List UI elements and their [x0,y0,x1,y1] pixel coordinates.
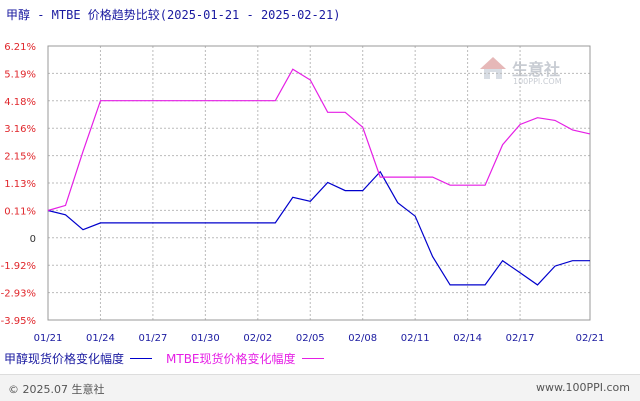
x-tick-label: 02/14 [453,333,482,344]
watermark-sub: 100PPI.COM [513,77,562,86]
y-tick-label: 1.13% [4,179,36,190]
series-line-methanol [47,170,590,286]
y-tick-label: -2.93% [1,289,36,300]
y-tick-label: 4.18% [4,97,36,108]
x-tick-label: 01/24 [86,333,115,344]
footer-copyright: © 2025.07 生意社 [8,383,105,396]
footer-site-link[interactable]: www.100PPI.com [536,381,630,394]
y-tick-label: 0 [30,234,36,245]
y-tick-label: 2.15% [4,152,36,163]
y-tick-label: 0.11% [4,206,36,217]
chart: 6.21% 5.19% 4.18% 3.16% 2.15% 1.13% 0.11% 0 -1.9… [1,42,605,344]
x-tick-label: 01/30 [191,333,220,344]
x-tick-label: 02/05 [296,333,325,344]
chart-title: 甲醇 - MTBE 价格趋势比较(2025-01-21 - 2025-02-21… [6,8,341,22]
x-tick-label: 02/02 [243,333,272,344]
plot-frame [47,45,591,321]
x-tick-label: 01/27 [138,333,167,344]
legend: 甲醇现货价格变化幅度 MTBE现货价格变化幅度 [4,350,338,367]
series-line-mtbe [47,68,591,212]
footer: © 2025.07 生意社 www.100PPI.com [0,374,640,401]
y-tick-label: -1.92% [1,261,36,272]
x-tick-label: 02/08 [348,333,377,344]
legend-swatch-methanol [130,358,153,359]
x-tick-label: 02/21 [576,333,605,344]
x-tick-label: 01/21 [34,333,63,344]
y-tick-label: 6.21% [4,42,36,53]
legend-swatch-mtbe [301,358,324,359]
x-tick-label: 02/11 [401,333,430,344]
y-tick-label: 3.16% [4,124,36,135]
legend-item-methanol: 甲醇现货价格变化幅度 [4,350,153,367]
watermark-text: 生意社 [512,60,561,79]
legend-label-mtbe: MTBE现货价格变化幅度 [166,352,296,366]
legend-label-methanol: 甲醇现货价格变化幅度 [4,352,125,366]
watermark-logo-icon [480,57,506,79]
legend-item-mtbe: MTBE现货价格变化幅度 [166,350,324,367]
x-tick-label: 02/17 [506,333,535,344]
y-tick-label: 5.19% [4,69,36,80]
y-tick-label: -3.95% [1,316,36,327]
